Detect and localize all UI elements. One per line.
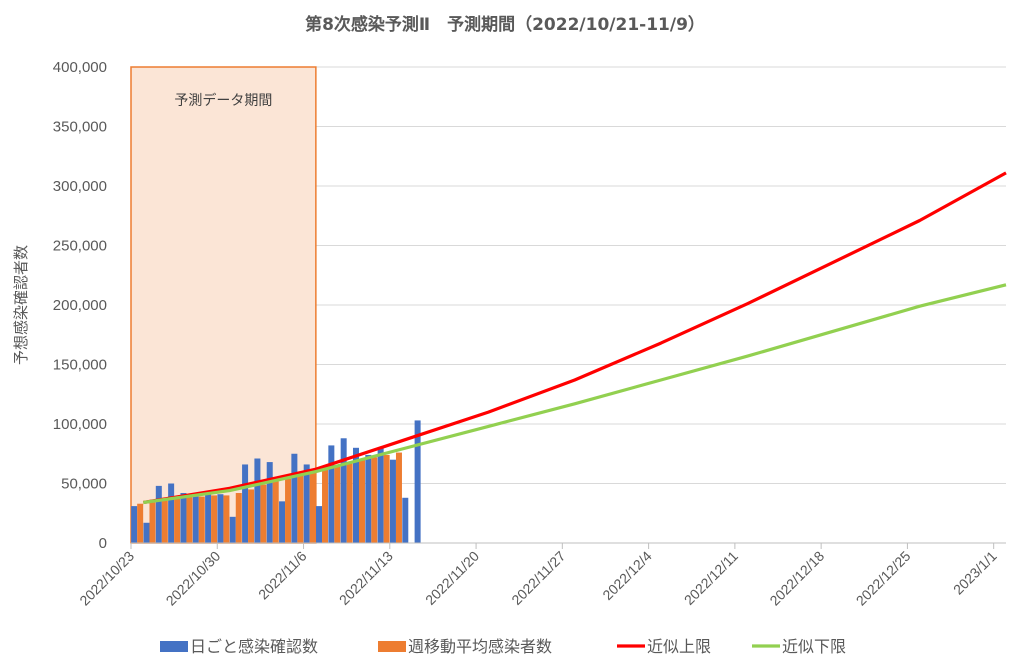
upper-bound-line (143, 171, 1007, 505)
daily-cases-bar (279, 501, 286, 543)
y-tick-label: 150,000 (53, 357, 107, 374)
daily-cases-bar (377, 447, 384, 543)
x-tick-label: 2022/10/30 (163, 548, 224, 609)
x-tick-label: 2022/12/4 (599, 548, 655, 604)
daily-cases-bar (340, 438, 347, 543)
legend-swatch (378, 641, 406, 652)
weekly-average-bar (260, 484, 267, 543)
forecast-period-label: 予測データ期間 (174, 92, 272, 109)
daily-cases-bar (205, 491, 212, 543)
y-tick-label: 300,000 (53, 178, 107, 195)
weekly-average-bar (161, 500, 168, 543)
x-tick-label: 2022/11/20 (422, 548, 482, 608)
weekly-average-bar (309, 469, 316, 543)
y-axis: 0 50,000 100,000 150,000 200,000 250,000 300,0… (53, 59, 107, 552)
daily-cases-bar (316, 506, 323, 543)
weekly-average-bar (223, 495, 230, 543)
x-tick-label: 2022/11/27 (508, 548, 568, 608)
legend-label: 日ごと感染確認数 (190, 637, 318, 656)
daily-cases-bar (143, 522, 150, 543)
weekly-average-bar (285, 478, 292, 543)
weekly-average-bar (346, 462, 353, 543)
legend-label: 近似下限 (782, 637, 846, 656)
daily-cases-bar (254, 458, 261, 543)
bar-series (131, 420, 421, 543)
y-tick-label: 200,000 (53, 297, 107, 314)
x-axis: 2022/10/23 2022/10/30 2022/11/6 2022/11/13 2… (76, 542, 1006, 609)
daily-cases-bar (402, 497, 409, 543)
legend-label: 週移動平均感染者数 (408, 637, 552, 656)
daily-cases-bar (365, 454, 372, 543)
x-tick-label: 2022/11/6 (255, 548, 310, 603)
forecast-period-annotation: 予測データ期間 (130, 66, 317, 544)
weekly-average-bar (186, 496, 193, 543)
weekly-average-bar (149, 502, 156, 543)
daily-cases-bar (180, 493, 187, 543)
y-tick-label: 100,000 (53, 416, 107, 433)
legend-label: 近似上限 (647, 637, 711, 656)
daily-cases-bar (229, 516, 236, 543)
line-series (143, 171, 1007, 505)
daily-cases-bar (291, 453, 298, 543)
daily-cases-bar (328, 445, 335, 543)
weekly-average-bar (358, 459, 365, 543)
weekly-average-bar (137, 503, 144, 543)
daily-cases-bar (266, 462, 273, 543)
y-tick-label: 0 (99, 535, 107, 552)
x-tick-label: 2022/11/13 (336, 548, 396, 608)
y-tick-label: 250,000 (53, 238, 107, 255)
x-tick-label: 2022/10/23 (76, 548, 137, 609)
weekly-average-bar (211, 495, 218, 543)
weekly-average-bar (272, 481, 279, 543)
y-tick-label: 50,000 (61, 476, 107, 493)
forecast-period-box (130, 66, 317, 544)
legend-swatch (160, 641, 188, 652)
weekly-average-bar (235, 493, 242, 543)
x-tick-label: 2023/1/1 (950, 548, 1000, 598)
weekly-average-bar (297, 473, 304, 543)
chart-title: 第8次感染予測Ⅱ 予測期間（2022/10/21-11/9） (305, 14, 705, 35)
daily-cases-bar (414, 420, 421, 543)
weekly-average-bar (322, 466, 329, 543)
daily-cases-bar (303, 464, 310, 543)
weekly-average-bar (198, 496, 205, 543)
y-tick-label: 400,000 (53, 59, 107, 76)
x-tick-label: 2022/12/25 (853, 548, 914, 609)
y-tick-label: 350,000 (53, 119, 107, 136)
weekly-average-bar (383, 454, 390, 543)
daily-cases-bar (242, 464, 249, 543)
daily-cases-bar (168, 483, 175, 543)
legend: 日ごと感染確認数 週移動平均感染者数 近似上限 近似下限 (160, 637, 846, 656)
daily-cases-bar (352, 447, 359, 543)
weekly-average-bar (334, 466, 341, 543)
daily-cases-bar (131, 506, 138, 543)
weekly-average-bar (395, 452, 402, 543)
daily-cases-bar (217, 494, 224, 543)
x-tick-label: 2022/12/18 (766, 548, 827, 609)
weekly-average-bar (371, 457, 378, 543)
x-tick-label: 2022/12/11 (681, 548, 741, 608)
weekly-average-bar (248, 489, 255, 543)
lower-bound-line (143, 283, 1007, 505)
daily-cases-bar (389, 459, 396, 543)
daily-cases-bar (192, 496, 199, 543)
y-axis-label: 予想感染確認者数 (12, 245, 30, 365)
daily-cases-bar (155, 485, 162, 543)
weekly-average-bar (174, 497, 181, 543)
